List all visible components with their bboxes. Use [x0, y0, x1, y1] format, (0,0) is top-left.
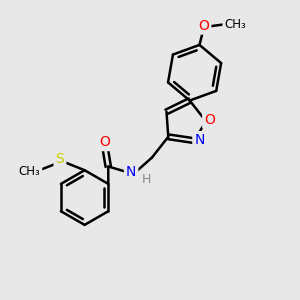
Text: N: N	[126, 166, 136, 179]
Text: S: S	[56, 152, 64, 166]
Text: O: O	[204, 113, 215, 127]
Text: CH₃: CH₃	[224, 18, 246, 31]
Text: O: O	[99, 135, 110, 149]
Text: CH₃: CH₃	[19, 165, 40, 178]
Text: N: N	[194, 133, 205, 147]
Text: O: O	[199, 19, 209, 33]
Text: H: H	[141, 173, 151, 186]
